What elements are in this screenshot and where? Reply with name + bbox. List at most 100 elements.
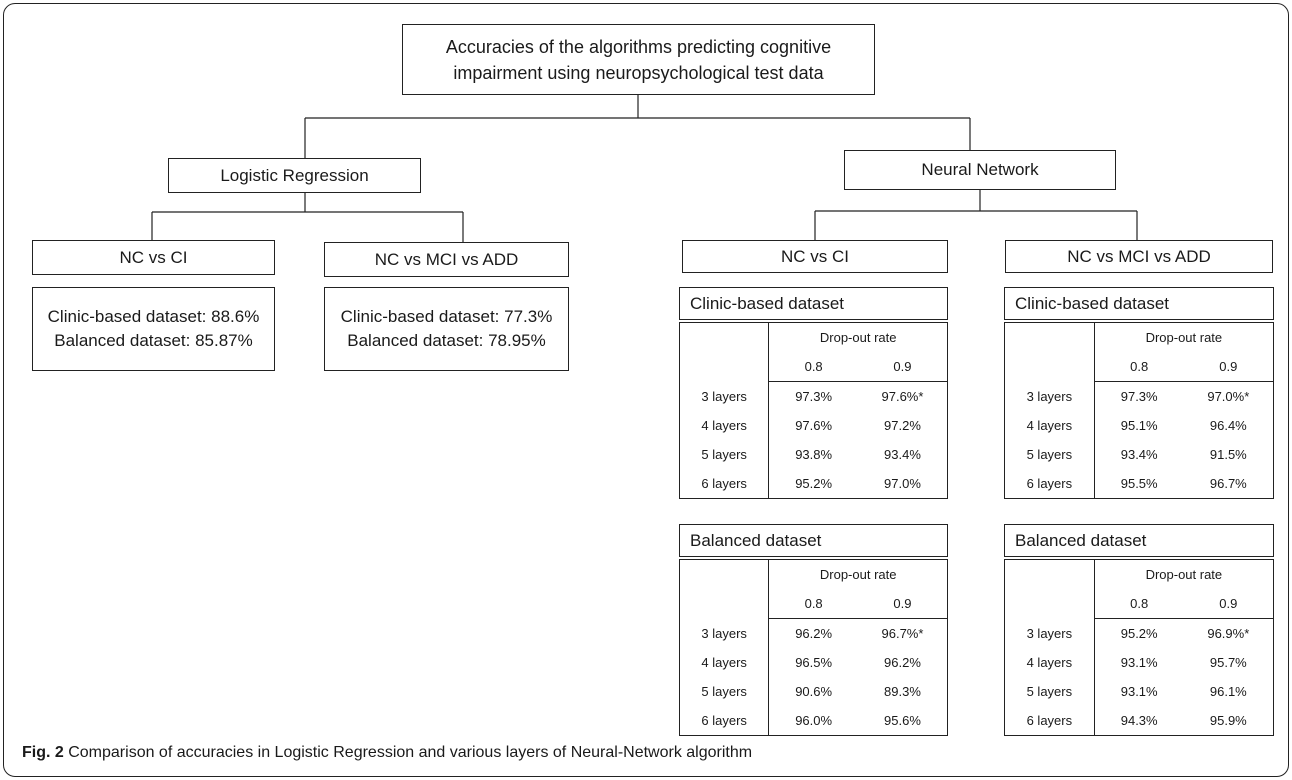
cell-value: 94.3% [1120,713,1158,728]
cell-value: 96.0% [795,713,833,728]
logistic-nc-vs-ci-label: NC vs CI [119,247,188,267]
cell-value: 95.5% [1120,476,1158,491]
logistic-nc-vs-ci-clinic: Clinic-based dataset: 88.6% [47,307,260,326]
logistic-regression-node: Logistic Regression [168,158,421,193]
table-title-text: Clinic-based dataset [1015,293,1170,313]
cell-value: 97.0% [884,476,921,491]
table-row: 5 layers 93.8% 93.4% [679,440,948,469]
dropout-col-2: 0.9 [1183,352,1274,382]
neural-nc-vs-mci-vs-add-label: NC vs MCI vs ADD [1067,246,1211,266]
table-row: 4 layers 95.1% 96.4% [1004,411,1274,440]
neural-network-node: Neural Network [844,150,1116,190]
cell-value: 96.4% [1209,418,1247,433]
nc-vs-mci-vs-add-balanced-title: Balanced dataset [1004,524,1274,557]
logistic-nc-vs-mci-vs-add-results: Clinic-based dataset: 77.3% Balanced dat… [324,287,569,371]
dropout-col-2: 0.9 [857,589,948,619]
nc-vs-ci-clinic-table: Drop-out rate 0.8 0.9 3 layers 97.3% 97.6%… [679,322,948,499]
table-row: 4 layers 97.6% 97.2% [679,411,948,440]
cell-value: 95.2% [1120,626,1158,641]
nc-vs-mci-vs-add-balanced-table: Drop-out rate 0.8 0.9 3 layers 95.2% 96.9%… [1004,559,1274,736]
nc-vs-mci-vs-add-clinic-title: Clinic-based dataset [1004,287,1274,320]
table-row: 3 layers 97.3% 97.0%* [1004,381,1274,411]
cell-value: 96.2% [884,655,921,670]
cell-value: 96.9%* [1207,626,1250,641]
cell-value: 93.8% [795,447,833,462]
logistic-nc-vs-ci-balanced: Balanced dataset: 85.87% [54,331,253,350]
title-line-1: Accuracies of the algorithms predicting … [445,36,832,57]
dropout-header: Drop-out rate [819,567,897,582]
row-label: 5 layers [1004,440,1095,469]
nc-vs-ci-clinic-title: Clinic-based dataset [679,287,948,320]
row-label: 3 layers [1004,618,1095,648]
nc-vs-mci-vs-add-clinic-table: Drop-out rate 0.8 0.9 3 layers 97.3% 97.0%… [1004,322,1274,499]
neural-nc-vs-mci-vs-add-node: NC vs MCI vs ADD [1005,240,1273,273]
caption-text: Comparison of accuracies in Logistic Reg… [63,744,753,761]
cell-value: 89.3% [884,684,921,699]
figure-frame [3,3,1289,777]
logistic-nc-vs-ci-results: Clinic-based dataset: 88.6% Balanced dat… [32,287,275,371]
row-label: 4 layers [1004,648,1095,677]
table-row: 5 layers 93.4% 91.5% [1004,440,1274,469]
dropout-col-2: 0.9 [1183,589,1274,619]
dropout-col-1: 0.8 [1094,352,1184,382]
cell-value: 93.4% [884,447,921,462]
neural-nc-vs-ci-node: NC vs CI [682,240,948,273]
row-label: 4 layers [679,411,770,440]
nc-vs-ci-balanced-table: Drop-out rate 0.8 0.9 3 layers 96.2% 96.7%… [679,559,948,736]
cell-value: 93.1% [1120,655,1158,670]
table-row: 6 layers 95.2% 97.0% [679,469,948,499]
table-row: 6 layers 94.3% 95.9% [1004,706,1274,736]
logistic-nc-vs-ci-node: NC vs CI [32,240,275,275]
cell-value: 96.7%* [881,626,924,641]
cell-value: 97.6%* [881,389,924,404]
cell-value: 90.6% [795,684,833,699]
cell-value: 96.1% [1209,684,1247,699]
cell-value: 97.3% [1120,389,1158,404]
cell-value: 91.5% [1209,447,1247,462]
cell-value: 97.2% [884,418,921,433]
row-label: 3 layers [679,618,770,648]
table-row: 4 layers 96.5% 96.2% [679,648,948,677]
cell-value: 93.4% [1120,447,1158,462]
row-label: 6 layers [1004,706,1095,736]
cell-value: 96.7% [1209,476,1247,491]
row-label: 4 layers [1004,411,1095,440]
cell-value: 93.1% [1120,684,1158,699]
table-corner-cell [1004,559,1095,619]
cell-value: 97.3% [795,389,833,404]
cell-value: 96.5% [795,655,833,670]
cell-value: 97.0%* [1207,389,1250,404]
table-row: 6 layers 95.5% 96.7% [1004,469,1274,499]
table-corner-cell [679,559,770,619]
cell-value: 95.1% [1120,418,1158,433]
table-row: 3 layers 97.3% 97.6%* [679,381,948,411]
table-corner-cell [1004,322,1095,382]
row-label: 6 layers [679,706,770,736]
table-row: 6 layers 96.0% 95.6% [679,706,948,736]
cell-value: 97.6% [795,418,833,433]
row-label: 5 layers [679,440,770,469]
table-title-text: Clinic-based dataset [690,293,845,313]
row-label: 5 layers [679,677,770,706]
cell-value: 95.7% [1209,655,1247,670]
row-label: 4 layers [679,648,770,677]
title-line-2: impairment using neuropsychological test… [453,62,824,83]
table-title-text: Balanced dataset [690,530,822,550]
table-row: 5 layers 93.1% 96.1% [1004,677,1274,706]
nc-vs-ci-balanced-title: Balanced dataset [679,524,948,557]
dropout-col-1: 0.8 [1094,589,1184,619]
table-row: 4 layers 93.1% 95.7% [1004,648,1274,677]
figure-caption: Fig. 2 Comparison of accuracies in Logis… [22,744,752,762]
table-row: 3 layers 96.2% 96.7%* [679,618,948,648]
logistic-nc-vs-mci-vs-add-node: NC vs MCI vs ADD [324,242,569,277]
cell-value: 95.2% [795,476,833,491]
table-row: 3 layers 95.2% 96.9%* [1004,618,1274,648]
table-row: 5 layers 90.6% 89.3% [679,677,948,706]
logistic-nc-vs-mci-vs-add-balanced: Balanced dataset: 78.95% [347,331,546,350]
row-label: 3 layers [679,381,770,411]
figure-number: Fig. 2 [22,744,64,761]
dropout-col-1: 0.8 [768,589,858,619]
logistic-nc-vs-mci-vs-add-clinic: Clinic-based dataset: 77.3% [340,307,553,326]
table-corner-cell [679,322,770,382]
